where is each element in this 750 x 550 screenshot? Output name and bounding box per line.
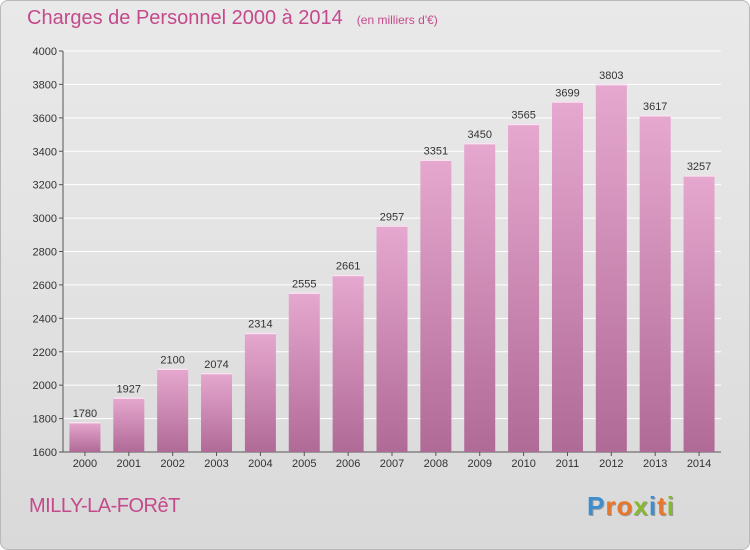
bar [683,175,715,452]
bar-top-highlight [464,142,496,145]
data-label: 2661 [336,261,360,273]
chart-subtitle: (en milliers d'€) [356,13,438,27]
x-tick-label: 2011 [556,458,580,470]
bars [69,83,715,453]
bar [464,142,496,453]
y-tick-label: 1800 [33,414,57,426]
bar-top-highlight [595,83,627,86]
labels: 1600 1800 2000 2200 2400 2600 2800 3000 3200 3400… [33,46,712,470]
bar [244,332,276,452]
bar [508,123,540,453]
x-tick-label: 2001 [117,458,141,470]
x-tick-label: 2013 [643,458,667,470]
y-tick-label: 3200 [33,180,57,192]
y-tick-label: 4000 [33,46,57,58]
bar-top-highlight [69,421,101,424]
bar-top-highlight [113,397,145,399]
y-tick-label: 3000 [33,213,57,225]
y-tick-label: 2200 [33,347,57,359]
data-label: 3565 [511,110,535,122]
y-tick-label: 1600 [33,447,57,459]
logo-letter: t [657,491,667,521]
bar-top-highlight [420,159,452,161]
bar-top-highlight [157,368,189,370]
data-label: 2100 [160,354,184,366]
data-label: 3257 [687,161,711,173]
y-tick-label: 2600 [33,280,57,292]
logo-letter: x [633,491,649,521]
bar [551,101,583,452]
y-tick-label: 3400 [33,146,57,158]
bar-top-highlight [376,225,408,227]
bar [376,225,408,452]
bar-top-highlight [683,175,715,177]
x-tick-label: 2002 [160,458,184,470]
x-tick-label: 2008 [424,458,448,470]
logo-letter: P [587,491,606,521]
logo-letter: r [605,491,617,521]
bar [201,372,233,452]
y-tick-label: 3800 [33,79,57,91]
y-tick-label: 2800 [33,247,57,259]
data-label: 3699 [555,87,579,99]
bar [595,83,627,453]
y-tick-label: 2400 [33,313,57,325]
x-tick-label: 2007 [380,458,404,470]
bar [639,114,671,452]
bar-top-highlight [332,274,364,277]
data-label: 2074 [204,359,228,371]
proxiti-logo: Proxiti [587,491,675,522]
y-tick-label: 3600 [33,113,57,125]
bar-top-highlight [288,292,320,294]
data-label: 3617 [643,101,667,113]
x-tick-label: 2003 [204,458,228,470]
bar [157,368,189,452]
data-label: 3450 [467,129,491,141]
bar-top-highlight [508,123,540,126]
x-tick-label: 2005 [292,458,316,470]
x-tick-label: 2010 [511,458,535,470]
logo-letter: o [616,491,634,521]
x-tick-label: 2006 [336,458,360,470]
logo-letter: i [648,491,658,521]
x-tick-label: 2004 [248,458,272,470]
data-label: 3803 [599,70,623,82]
chart-title: Charges de Personnel 2000 à 2014 (en mill… [27,7,438,30]
bar-top-highlight [639,114,671,117]
commune-name: MILLY-LA-FORêT [29,495,180,517]
x-tick-label: 2014 [687,458,711,470]
y-tick-label: 2000 [33,380,57,392]
x-tick-label: 2000 [73,458,97,470]
bar-top-highlight [201,372,233,375]
x-tick-label: 2012 [599,458,623,470]
chart-title-text: Charges de Personnel 2000 à 2014 [27,7,343,29]
bar [69,421,101,452]
data-label: 2957 [380,211,404,223]
bar [420,159,452,453]
data-label: 2555 [292,278,316,290]
bar [332,274,364,452]
data-label: 2314 [248,319,272,331]
bar-top-highlight [551,101,583,103]
bar-top-highlight [244,332,276,335]
x-tick-label: 2009 [467,458,491,470]
data-label: 1780 [73,408,97,420]
logo-letter: i [666,491,675,521]
data-label: 1927 [117,383,141,395]
data-label: 3351 [424,145,448,157]
bar [113,397,145,452]
bar [288,292,320,452]
